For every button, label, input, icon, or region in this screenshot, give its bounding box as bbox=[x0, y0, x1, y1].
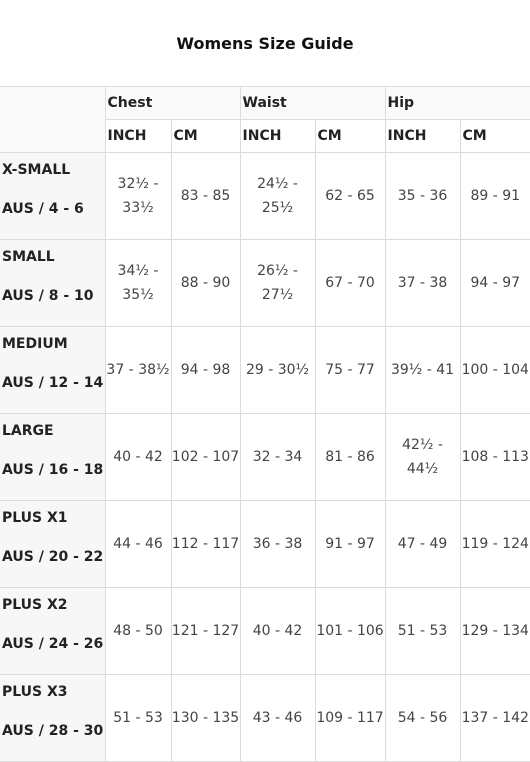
waist-inch-cell: 26½ - 27½ bbox=[239, 239, 316, 327]
waist-cm-cell: 81 - 86 bbox=[314, 413, 386, 501]
hip-cm-cell: 137 - 142 bbox=[459, 674, 530, 762]
table-row: PLUS X2 AUS / 24 - 26 48 - 50 121 - 127 … bbox=[0, 587, 530, 675]
size-label-cell: MEDIUM AUS / 12 - 14 bbox=[0, 326, 106, 414]
hip-cm-cell: 100 - 104 bbox=[459, 326, 530, 414]
table-row: LARGE AUS / 16 - 18 40 - 42 102 - 107 32… bbox=[0, 413, 530, 501]
waist-inch-cell: 32 - 34 bbox=[239, 413, 316, 501]
size-name: LARGE bbox=[2, 423, 54, 439]
group-header-hip: Hip bbox=[384, 86, 530, 120]
hip-cm-cell: 119 - 124 bbox=[459, 500, 530, 588]
size-guide-table: Chest Waist Hip INCH CM INCH CM INCH CM … bbox=[0, 86, 530, 762]
hip-inch-cell: 37 - 38 bbox=[384, 239, 461, 327]
group-header-chest: Chest bbox=[104, 86, 241, 120]
chest-cm-cell: 130 - 135 bbox=[170, 674, 241, 762]
size-label-cell: PLUS X3 AUS / 28 - 30 bbox=[0, 674, 106, 762]
hip-inch-cell: 35 - 36 bbox=[384, 152, 461, 240]
size-name: SMALL bbox=[2, 249, 55, 265]
waist-cm-cell: 101 - 106 bbox=[314, 587, 386, 675]
group-header-waist: Waist bbox=[239, 86, 386, 120]
hip-inch-cell: 47 - 49 bbox=[384, 500, 461, 588]
size-aus: AUS / 28 - 30 bbox=[2, 723, 104, 739]
table-row: PLUS X3 AUS / 28 - 30 51 - 53 130 - 135 … bbox=[0, 674, 530, 762]
size-label-cell: PLUS X1 AUS / 20 - 22 bbox=[0, 500, 106, 588]
waist-inch-cell: 43 - 46 bbox=[239, 674, 316, 762]
corner-header-cell bbox=[0, 86, 106, 153]
table-row: PLUS X1 AUS / 20 - 22 44 - 46 112 - 117 … bbox=[0, 500, 530, 588]
size-label-cell: X-SMALL AUS / 4 - 6 bbox=[0, 152, 106, 240]
chest-inch-cell: 34½ - 35½ bbox=[104, 239, 172, 327]
chest-cm-cell: 88 - 90 bbox=[170, 239, 241, 327]
waist-cm-cell: 75 - 77 bbox=[314, 326, 386, 414]
hip-inch-cell: 39½ - 41 bbox=[384, 326, 461, 414]
table-row: MEDIUM AUS / 12 - 14 37 - 38½ 94 - 98 29… bbox=[0, 326, 530, 414]
waist-cm-cell: 109 - 117 bbox=[314, 674, 386, 762]
size-aus: AUS / 8 - 10 bbox=[2, 288, 94, 304]
chest-cm-cell: 94 - 98 bbox=[170, 326, 241, 414]
unit-header-chest-cm: CM bbox=[170, 119, 241, 153]
size-label-cell: SMALL AUS / 8 - 10 bbox=[0, 239, 106, 327]
hip-cm-cell: 129 - 134 bbox=[459, 587, 530, 675]
chest-cm-cell: 112 - 117 bbox=[170, 500, 241, 588]
unit-header-hip-inch: INCH bbox=[384, 119, 461, 153]
hip-inch-cell: 42½ - 44½ bbox=[384, 413, 461, 501]
chest-cm-cell: 102 - 107 bbox=[170, 413, 241, 501]
size-label-cell: PLUS X2 AUS / 24 - 26 bbox=[0, 587, 106, 675]
chest-inch-cell: 32½ - 33½ bbox=[104, 152, 172, 240]
chest-cm-cell: 83 - 85 bbox=[170, 152, 241, 240]
hip-inch-cell: 54 - 56 bbox=[384, 674, 461, 762]
waist-inch-cell: 36 - 38 bbox=[239, 500, 316, 588]
waist-inch-cell: 24½ - 25½ bbox=[239, 152, 316, 240]
unit-header-waist-inch: INCH bbox=[239, 119, 316, 153]
hip-inch-cell: 51 - 53 bbox=[384, 587, 461, 675]
size-aus: AUS / 12 - 14 bbox=[2, 375, 104, 391]
unit-header-hip-cm: CM bbox=[459, 119, 530, 153]
unit-header-chest-inch: INCH bbox=[105, 119, 172, 153]
size-name: PLUS X3 bbox=[2, 684, 68, 700]
hip-cm-cell: 94 - 97 bbox=[459, 239, 530, 327]
hip-cm-cell: 89 - 91 bbox=[459, 152, 530, 240]
size-name: MEDIUM bbox=[2, 336, 68, 352]
chest-inch-cell: 51 - 53 bbox=[104, 674, 172, 762]
page-title: Womens Size Guide bbox=[176, 33, 354, 53]
chest-cm-cell: 121 - 127 bbox=[170, 587, 241, 675]
chest-inch-cell: 48 - 50 bbox=[104, 587, 172, 675]
chest-inch-cell: 40 - 42 bbox=[104, 413, 172, 501]
size-aus: AUS / 24 - 26 bbox=[2, 636, 104, 652]
table-row: SMALL AUS / 8 - 10 34½ - 35½ 88 - 90 26½… bbox=[0, 239, 530, 327]
waist-cm-cell: 67 - 70 bbox=[314, 239, 386, 327]
size-name: X-SMALL bbox=[2, 162, 71, 178]
waist-inch-cell: 29 - 30½ bbox=[239, 326, 316, 414]
chest-inch-cell: 37 - 38½ bbox=[104, 326, 172, 414]
size-name: PLUS X2 bbox=[2, 597, 68, 613]
unit-header-waist-cm: CM bbox=[314, 119, 386, 153]
size-name: PLUS X1 bbox=[2, 510, 68, 526]
group-header-row: Chest Waist Hip bbox=[0, 86, 530, 153]
hip-cm-cell: 108 - 113 bbox=[459, 413, 530, 501]
size-label-cell: LARGE AUS / 16 - 18 bbox=[0, 413, 106, 501]
waist-cm-cell: 62 - 65 bbox=[314, 152, 386, 240]
size-aus: AUS / 20 - 22 bbox=[2, 549, 104, 565]
waist-inch-cell: 40 - 42 bbox=[239, 587, 316, 675]
table-row: X-SMALL AUS / 4 - 6 32½ - 33½ 83 - 85 24… bbox=[0, 152, 530, 240]
chest-inch-cell: 44 - 46 bbox=[104, 500, 172, 588]
size-aus: AUS / 16 - 18 bbox=[2, 462, 104, 478]
waist-cm-cell: 91 - 97 bbox=[314, 500, 386, 588]
size-aus: AUS / 4 - 6 bbox=[2, 201, 84, 217]
